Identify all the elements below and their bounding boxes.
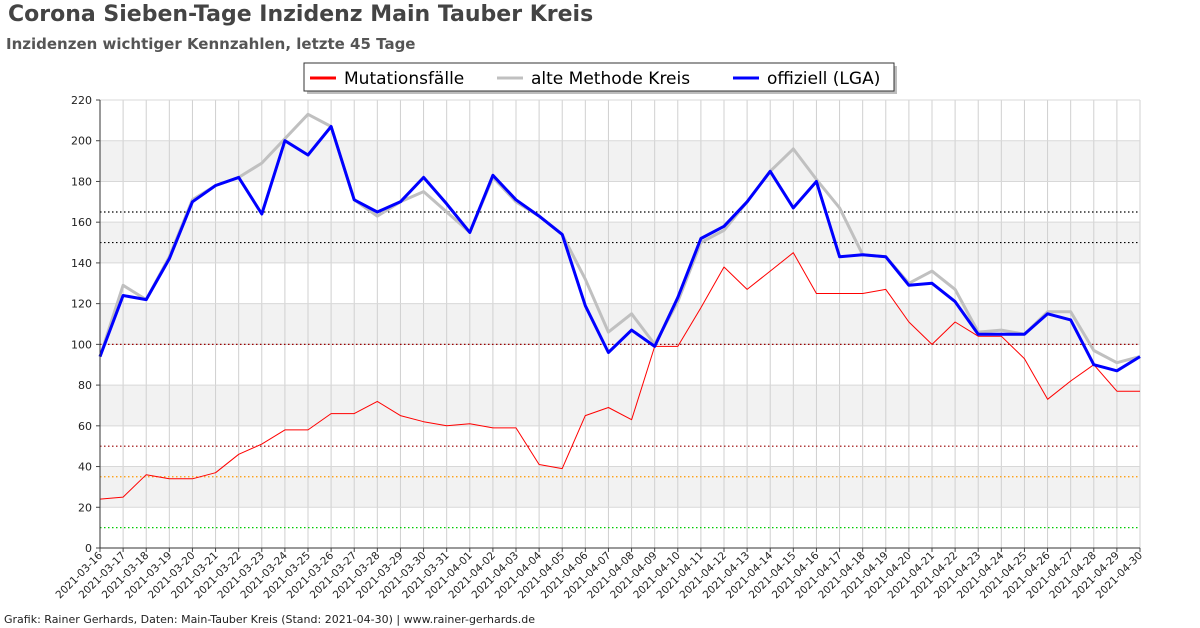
y-tick-label: 180	[71, 175, 92, 188]
y-tick-label: 200	[71, 135, 92, 148]
background-band	[100, 140, 1140, 182]
legend-box	[303, 62, 895, 92]
background-band	[100, 385, 1140, 426]
legend-label: offiziell (LGA)	[767, 69, 880, 89]
series-line-alte-methode-kreis	[98, 112, 1141, 365]
y-tick-label: 80	[78, 379, 92, 392]
y-tick-label: 0	[85, 542, 92, 555]
y-tick-label: 20	[78, 501, 92, 514]
legend: Mutationsfälle alte Methode Kreis offiziel…	[303, 62, 897, 94]
y-tick-label: 100	[71, 338, 92, 351]
chart-title: Corona Sieben-Tage Inzidenz Main Tauber …	[8, 2, 594, 27]
y-tick-label: 60	[78, 420, 92, 433]
x-axis-ticks: 2021-03-162021-03-172021-03-182021-03-19…	[53, 548, 1145, 601]
reference-lines	[100, 211, 1140, 529]
y-tick-label: 140	[71, 257, 92, 270]
background-band	[100, 466, 1140, 508]
legend-label: Mutationsfälle	[344, 69, 464, 89]
axes	[99, 100, 1140, 549]
chart-subtitle: Inzidenzen wichtiger Kennzahlen, letzte …	[6, 35, 416, 53]
y-axis-ticks: 0 20 40 60 80 100 120 140 160 180 200 220	[71, 94, 100, 555]
y-tick-label: 160	[71, 216, 92, 229]
series-lines	[98, 112, 1141, 500]
vertical-gridlines	[99, 100, 1141, 548]
series-line-offiziell-lga	[98, 125, 1141, 373]
y-tick-label: 220	[71, 94, 92, 107]
y-tick-label: 40	[78, 461, 92, 474]
y-tick-label: 120	[71, 298, 92, 311]
legend-label: alte Methode Kreis	[531, 69, 690, 89]
footer-credit: Grafik: Rainer Gerhards, Daten: Main-Tau…	[4, 613, 536, 626]
series-line-mutationsf-lle	[99, 252, 1140, 500]
